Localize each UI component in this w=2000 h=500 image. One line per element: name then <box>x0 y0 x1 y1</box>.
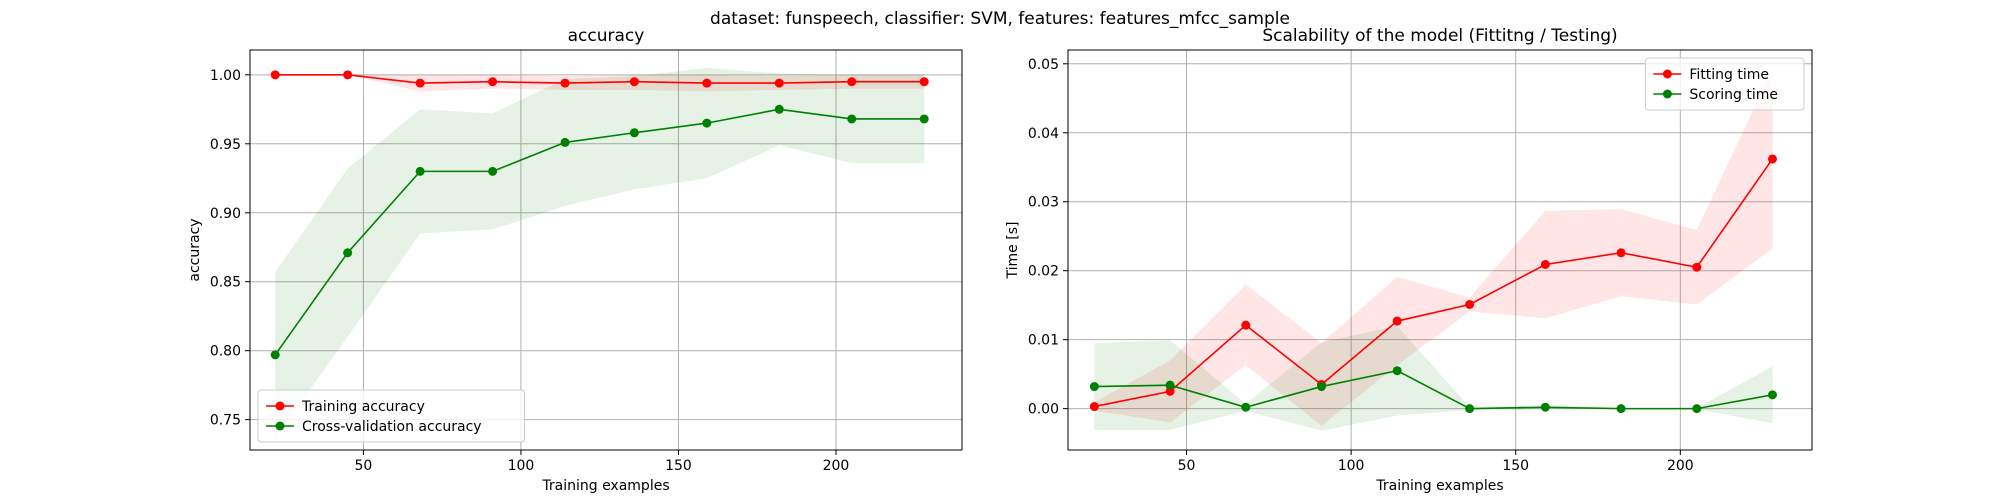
plot-frame <box>1067 49 1813 451</box>
legend: Training accuracy Cross-validation accura… <box>257 389 525 443</box>
training-accuracy-point <box>415 78 425 88</box>
cross-validation-accuracy-point <box>560 137 570 147</box>
fitting-time-point <box>1392 316 1402 326</box>
plot-background <box>1068 50 1812 450</box>
x-axis-label: Training examples <box>541 478 669 494</box>
fitting-time-point <box>1692 262 1702 272</box>
fitting-time-point <box>1241 320 1251 330</box>
x-axis-label: Training examples <box>1375 478 1503 494</box>
cross-validation-accuracy-band <box>275 67 925 438</box>
scoring-time-point <box>1465 404 1475 414</box>
plot-frame <box>249 49 963 451</box>
scalability-chart: 50 100 150 200 0.00 0.01 0.02 0.03 0.04 0.05 Scala… <box>1005 26 1813 494</box>
x-tick-label: 50 <box>355 458 373 474</box>
training-accuracy-line <box>275 74 925 84</box>
scoring-time-point <box>1692 404 1702 414</box>
x-tick-label: 50 <box>1178 458 1196 474</box>
fitting-time-point <box>1165 386 1175 396</box>
training-accuracy-point <box>919 77 929 87</box>
y-tick-label: 0.03 <box>1028 195 1059 211</box>
training-accuracy-point <box>629 77 639 87</box>
x-tick-label: 150 <box>665 458 692 474</box>
scoring-time-point <box>1616 404 1626 414</box>
x-tick-label: 200 <box>1667 458 1694 474</box>
cross-validation-accuracy-point <box>488 166 498 176</box>
y-tick-label: 0.00 <box>1028 402 1059 418</box>
cross-validation-accuracy-legend-label: Cross-validation accuracy <box>302 419 482 435</box>
y-tick-label: 1.00 <box>210 68 241 84</box>
chart-title: accuracy <box>568 26 645 46</box>
fitting-time-point <box>1089 402 1099 412</box>
training-accuracy-point <box>847 77 857 87</box>
training-accuracy-point <box>702 78 712 88</box>
y-axis-label: Time [s] <box>1005 222 1021 280</box>
scoring-time-point <box>1316 382 1326 392</box>
y-tick-label: 0.75 <box>210 413 241 429</box>
plot-background <box>250 50 962 450</box>
scoring-time-line <box>1094 369 1773 410</box>
fitting-time-point <box>1767 154 1777 164</box>
y-tick-label: 0.05 <box>1028 57 1059 73</box>
y-tick-label: 0.04 <box>1028 126 1059 142</box>
cross-validation-accuracy-point <box>774 104 784 114</box>
scoring-time-point <box>1767 390 1777 400</box>
training-accuracy-point <box>343 70 353 80</box>
x-tick-label: 150 <box>1502 458 1529 474</box>
cross-validation-accuracy-point <box>629 128 639 138</box>
y-tick-label: 0.02 <box>1028 264 1059 280</box>
y-tick-label: 0.01 <box>1028 333 1059 349</box>
training-accuracy-point <box>488 77 498 87</box>
fitting-time-legend-label: Fitting time <box>1689 67 1769 83</box>
x-tick-label: 200 <box>823 458 850 474</box>
scoring-time-point <box>1241 402 1251 412</box>
scoring-time-legend-marker <box>1662 89 1672 99</box>
training-accuracy-legend-label: Training accuracy <box>301 399 425 415</box>
fitting-time-point <box>1540 259 1550 269</box>
legend-box <box>257 389 525 443</box>
y-tick-label: 0.80 <box>210 344 241 360</box>
scoring-time-point <box>1392 366 1402 376</box>
y-tick-label: 0.95 <box>210 137 241 153</box>
scoring-time-point <box>1165 380 1175 390</box>
cross-validation-accuracy-legend-marker <box>275 421 285 431</box>
y-tick-label: 0.90 <box>210 206 241 222</box>
training-accuracy-point <box>270 70 280 80</box>
training-accuracy-point <box>774 78 784 88</box>
cross-validation-accuracy-point <box>847 114 857 124</box>
y-tick-label: 0.85 <box>210 275 241 291</box>
training-accuracy-point <box>560 78 570 88</box>
cross-validation-accuracy-line <box>274 108 925 356</box>
training-accuracy-legend-marker <box>275 401 285 411</box>
fitting-time-legend-marker <box>1662 69 1672 79</box>
scoring-time-point <box>1089 382 1099 392</box>
cross-validation-accuracy-point <box>415 166 425 176</box>
figure-suptitle: dataset: funspeech, classifier: SVM, fea… <box>710 9 1290 29</box>
fitting-time-point <box>1465 299 1475 309</box>
cross-validation-accuracy-point <box>270 350 280 360</box>
scoring-time-point <box>1540 402 1550 412</box>
legend-box <box>1644 57 1805 111</box>
cross-validation-accuracy-point <box>919 114 929 124</box>
scoring-time-legend-label: Scoring time <box>1689 87 1778 103</box>
x-tick-label: 100 <box>1338 458 1365 474</box>
cross-validation-accuracy-point <box>702 118 712 128</box>
y-axis-label: accuracy <box>187 218 203 281</box>
accuracy-chart: 50 100 150 200 0.75 0.80 0.85 0.90 0.95 1.00 accur… <box>187 26 963 494</box>
fitting-time-point <box>1616 248 1626 258</box>
fitting-time-line <box>1094 158 1774 408</box>
x-tick-label: 100 <box>508 458 535 474</box>
scoring-time-band <box>1094 325 1773 431</box>
cross-validation-accuracy-point <box>343 248 353 258</box>
fitting-time-band <box>1094 69 1773 426</box>
chart-title: Scalability of the model (Fittitng / Tes… <box>1262 26 1617 46</box>
legend: Fitting time Scoring time <box>1644 57 1805 111</box>
